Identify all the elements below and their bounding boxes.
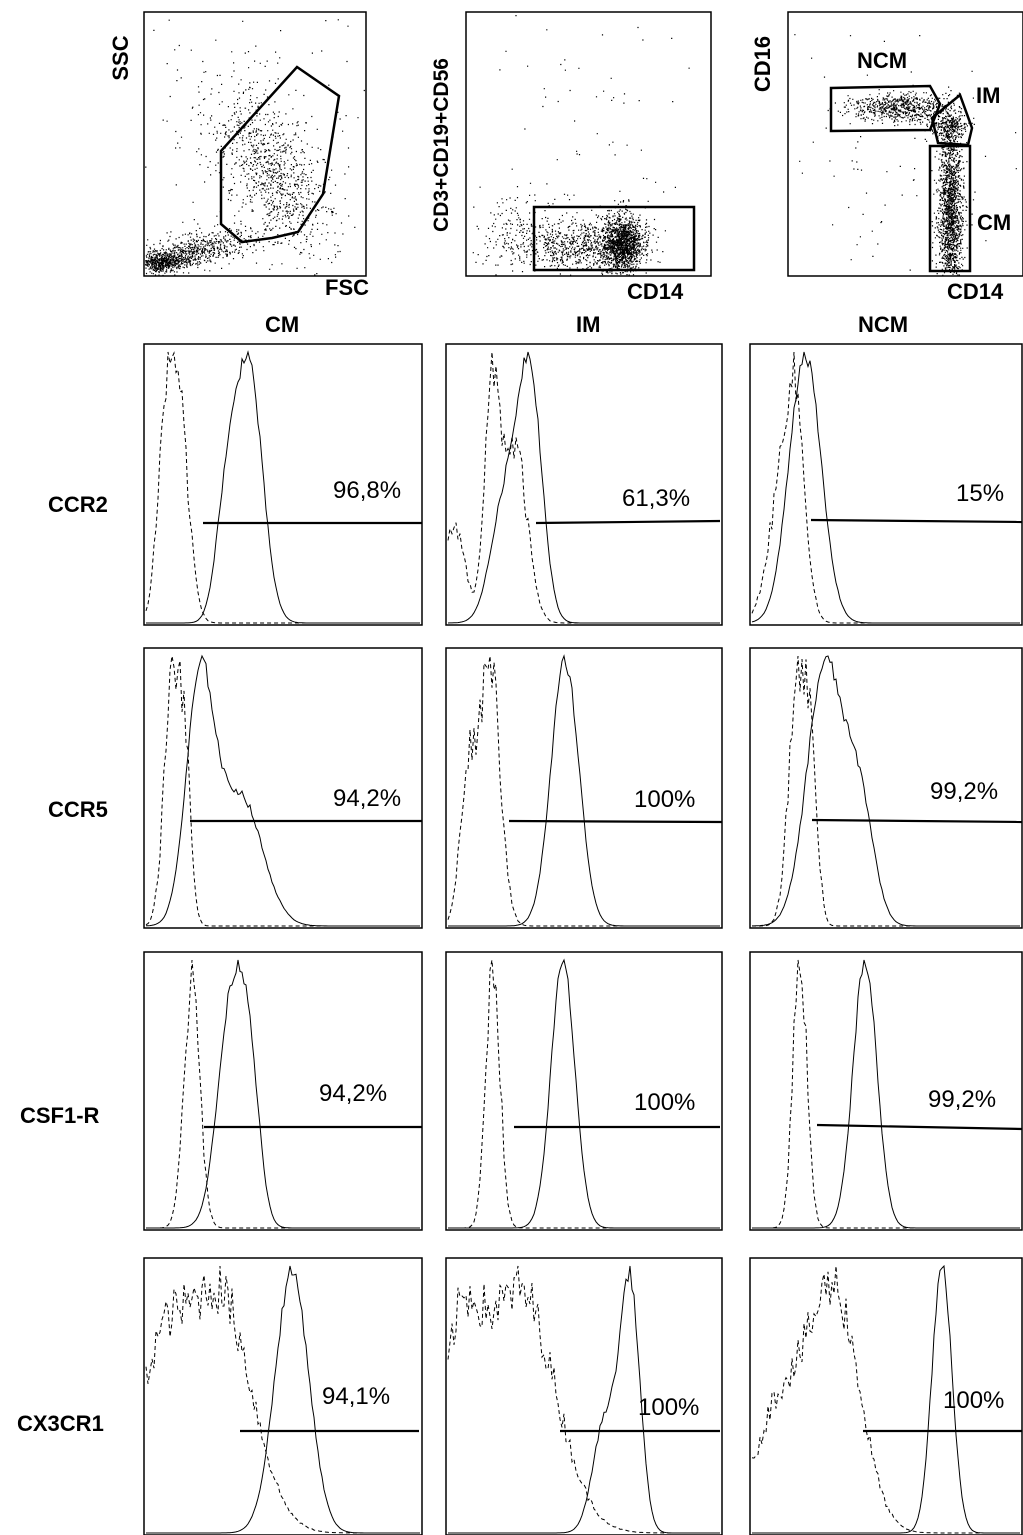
scatter-plot-cd14-cd16 [787, 11, 1023, 277]
histogram-ccr5-cm-stained-curve [145, 654, 420, 927]
scatter3-xlabel: CD14 [947, 279, 1004, 304]
percent-ccr2-im: 61,3% [622, 485, 691, 512]
scatter2-xlabel: CD14 [627, 279, 684, 304]
histogram-cx3cr1-im-frame [445, 1257, 723, 1535]
gate-cm [928, 144, 972, 273]
scatter1-xlabel: FSC [325, 275, 369, 300]
percent-cx3cr1-im: 100% [638, 1394, 700, 1421]
histogram-cx3cr1-ncm-frame [749, 1257, 1023, 1535]
scatter1-ylabel: SSC [108, 35, 133, 81]
gate-label-cm: CM [977, 210, 1012, 235]
percent-ccr2-cm: 96,8% [333, 477, 402, 504]
histogram-ccr2-im-positive-gate-marker [535, 519, 721, 525]
percent-ccr5-cm: 94,2% [333, 785, 402, 812]
gate-cd14-positive [532, 205, 696, 272]
histogram-ccr2-ncm-positive-gate-marker [810, 518, 1023, 524]
percent-csf1r-ncm: 99,2% [928, 1086, 997, 1113]
row-label-ccr5: CCR5 [48, 797, 108, 822]
row-label-csf1r: CSF1-R [20, 1103, 100, 1128]
histogram-ccr2-im-frame [445, 343, 723, 626]
percent-csf1r-cm: 94,2% [319, 1080, 388, 1107]
histogram-csf1r-ncm-positive-gate-marker [816, 1123, 1023, 1131]
histogram-ccr5-im-positive-gate-marker [508, 819, 723, 824]
scatter3-dots [794, 34, 1017, 276]
histogram-csf1r-ncm-frame [749, 951, 1023, 1231]
percent-cx3cr1-ncm: 100% [943, 1387, 1005, 1414]
column-title-im: IM [576, 312, 601, 337]
gate-monocytes [219, 65, 341, 244]
histogram-ccr5-ncm-isotype-curve [752, 655, 1020, 927]
histogram-ccr2-cm-frame [143, 343, 423, 626]
percent-ccr5-ncm: 99,2% [930, 778, 999, 805]
histogram-csf1r-cm-stained-curve [146, 959, 420, 1229]
histogram-ccr5-cm-frame [143, 647, 423, 929]
histogram-csf1r-ncm-stained-curve [752, 959, 1020, 1229]
histogram-ccr2-cm-stained-curve [146, 350, 420, 624]
gate-im [930, 92, 974, 147]
histogram-csf1r-cm-frame [143, 951, 423, 1231]
gate-label-ncm: NCM [857, 48, 908, 73]
scatter-plot-fsc-ssc [143, 11, 367, 277]
percent-cx3cr1-cm: 94,1% [322, 1383, 391, 1410]
column-title-ncm: NCM [858, 312, 909, 337]
scatter2-ylabel: CD3+CD19+CD56 [430, 58, 453, 232]
histogram-ccr2-im-stained-curve [447, 351, 720, 624]
histogram-ccr5-im-stained-curve [448, 654, 720, 927]
histogram-csf1r-im-stained-curve [448, 958, 720, 1229]
scatter3-ylabel: CD16 [750, 35, 775, 93]
histogram-csf1r-im-frame [445, 951, 723, 1231]
gate-label-im: IM [976, 83, 1001, 108]
histogram-ccr5-ncm-frame [749, 647, 1023, 929]
row-label-ccr2: CCR2 [48, 492, 108, 517]
histogram-cx3cr1-im-stained-curve [448, 1265, 720, 1534]
histogram-cx3cr1-ncm-isotype-curve [751, 1265, 1020, 1534]
percent-ccr5-im: 100% [634, 786, 696, 813]
histogram-cx3cr1-ncm-stained-curve [752, 1264, 1020, 1534]
histogram-ccr5-im-frame [445, 647, 723, 929]
histogram-cx3cr1-cm-stained-curve [146, 1265, 420, 1534]
percent-csf1r-im: 100% [634, 1089, 696, 1116]
percent-ccr2-ncm: 15% [956, 480, 1005, 507]
row-label-cx3cr1: CX3CR1 [17, 1411, 104, 1436]
histogram-ccr5-ncm-positive-gate-marker [811, 818, 1023, 824]
column-title-cm: CM [265, 312, 300, 337]
histogram-ccr5-ncm-stained-curve [752, 655, 1020, 927]
histogram-ccr2-ncm-stained-curve [751, 351, 1020, 624]
